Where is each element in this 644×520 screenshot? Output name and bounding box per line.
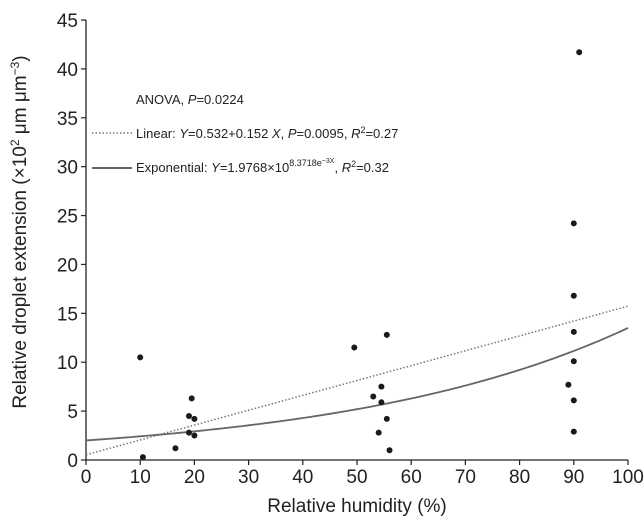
- data-point: [576, 49, 583, 56]
- data-point: [378, 383, 385, 390]
- linear-fit-annotation: Linear: Y=0.532+0.152 X, P=0.0095, R2=0.…: [136, 125, 398, 141]
- x-tick-label: 50: [346, 467, 367, 488]
- axes: [85, 20, 628, 461]
- data-point: [386, 447, 393, 454]
- y-tick-label: 45: [57, 11, 78, 32]
- data-point: [383, 415, 390, 422]
- y-tick-label: 5: [67, 402, 78, 423]
- y-tick-label: 10: [57, 353, 78, 374]
- x-tick-label: 100: [612, 467, 644, 488]
- data-point: [188, 395, 195, 402]
- data-point: [370, 393, 377, 400]
- data-point: [570, 220, 577, 227]
- y-tick-label: 40: [57, 60, 78, 81]
- x-tick-label: 40: [292, 467, 313, 488]
- data-point: [185, 429, 192, 436]
- y-tick-label: 15: [57, 304, 78, 325]
- data-point: [351, 344, 358, 351]
- x-tick-label: 0: [81, 467, 92, 488]
- y-tick-label: 30: [57, 158, 78, 179]
- ticks: 0 10 20 30 40 50 60 70 80 90 100 0 5 10 15 20 25 30 35 40 45: [57, 11, 644, 488]
- y-tick-label: 20: [57, 255, 78, 276]
- x-tick-label: 20: [184, 467, 205, 488]
- data-point: [570, 428, 577, 435]
- data-point: [191, 432, 198, 439]
- data-point: [383, 331, 390, 338]
- data-point: [378, 399, 385, 406]
- data-point: [570, 397, 577, 404]
- y-axis-label: Relative droplet extension (×102 μm μm−3…: [8, 55, 31, 408]
- linear-fit-line: [85, 305, 629, 456]
- y-tick-label: 0: [67, 451, 78, 472]
- x-tick-label: 80: [509, 467, 530, 488]
- exponential-fit-annotation: Exponential: Y=1.9768×108.3718e−3X, R2=0…: [136, 158, 389, 175]
- data-point: [139, 454, 146, 461]
- x-tick-label: 10: [130, 467, 151, 488]
- y-tick-label: 25: [57, 207, 78, 228]
- x-axis-label: Relative humidity (%): [267, 496, 447, 517]
- data-point: [565, 381, 572, 388]
- data-point: [137, 354, 144, 361]
- x-tick-label: 70: [455, 467, 476, 488]
- data-point: [570, 328, 577, 335]
- data-point: [185, 413, 192, 419]
- data-point: [191, 415, 198, 422]
- x-tick-label: 90: [563, 467, 584, 488]
- y-tick-label: 35: [57, 109, 78, 130]
- data-points: [137, 49, 583, 461]
- data-point: [375, 429, 382, 436]
- data-point: [570, 292, 577, 299]
- x-tick-label: 60: [401, 467, 422, 488]
- anova-annotation: ANOVA, P=0.0224: [136, 92, 244, 107]
- data-point: [570, 358, 577, 365]
- fit-lines: [85, 305, 629, 456]
- data-point: [172, 445, 179, 452]
- exponential-fit-curve: [85, 327, 629, 442]
- x-tick-label: 30: [238, 467, 259, 488]
